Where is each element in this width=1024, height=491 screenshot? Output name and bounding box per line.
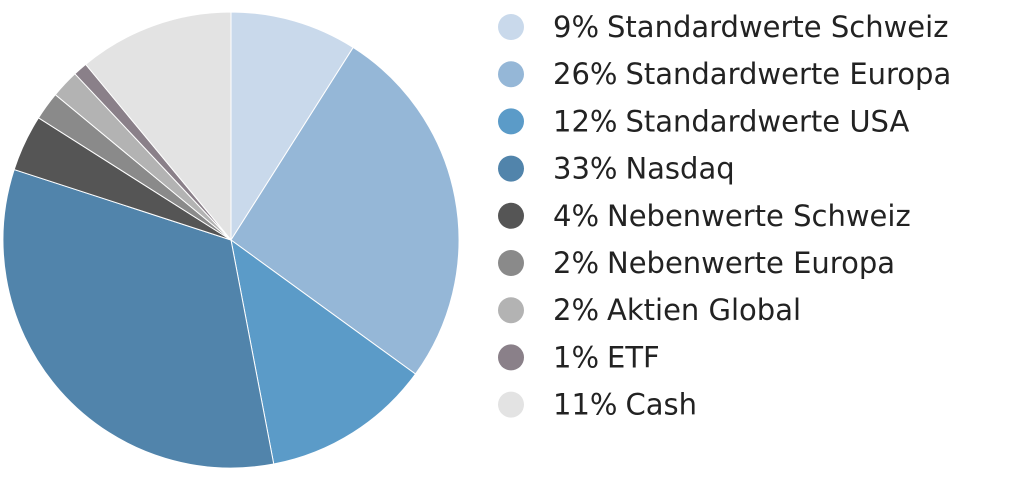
legend-label: Nebenwerte Europa (607, 246, 895, 280)
legend-value: 26% (553, 57, 617, 91)
legend-value: 2% (553, 246, 599, 280)
legend-marker (498, 61, 524, 88)
legend-marker (498, 250, 524, 276)
legend-label: Nasdaq (625, 152, 734, 186)
pie-slice (84, 11, 232, 242)
pie-slice (230, 11, 354, 242)
legend-entry: 9% Standardwerte Schweiz (553, 10, 948, 44)
legend-entry: 26% Standardwerte Europa (553, 57, 951, 91)
legend-label: ETF (607, 340, 660, 374)
legend-label: Aktien Global (607, 293, 801, 327)
legend-entry: 12% Standardwerte USA (553, 104, 909, 138)
legend-value: 9% (553, 10, 599, 44)
legend-entry: 1% ETF (553, 340, 660, 374)
legend-entry: 4% Nebenwerte Schweiz (553, 199, 911, 233)
legend-value: 1% (553, 340, 599, 374)
legend-value: 12% (553, 104, 617, 138)
legend-label: Cash (625, 388, 697, 422)
legend-value: 2% (553, 293, 599, 327)
legend-value: 33% (553, 152, 617, 186)
legend-marker (498, 391, 524, 418)
legend-marker (498, 155, 524, 182)
legend-value: 4% (553, 199, 599, 233)
legend-marker (498, 108, 524, 135)
legend-label: Nebenwerte Schweiz (607, 199, 911, 233)
pie-slice (2, 168, 275, 469)
legend-marker (498, 344, 524, 371)
legend-marker (498, 297, 524, 324)
legend-marker (498, 202, 524, 229)
legend-entry: 33% Nasdaq (553, 152, 735, 186)
pie-slice (230, 46, 460, 375)
legend-entry: 2% Nebenwerte Europa (553, 246, 895, 280)
pie-slice (230, 238, 417, 465)
legend-label: Standardwerte USA (625, 104, 909, 138)
legend-label: Standardwerte Schweiz (607, 10, 948, 44)
legend-entry: 2% Aktien Global (553, 293, 801, 327)
legend-marker (498, 14, 524, 40)
legend-label: Standardwerte Europa (625, 57, 951, 91)
legend-value: 11% (553, 388, 617, 422)
legend-entry: 11% Cash (553, 388, 697, 422)
